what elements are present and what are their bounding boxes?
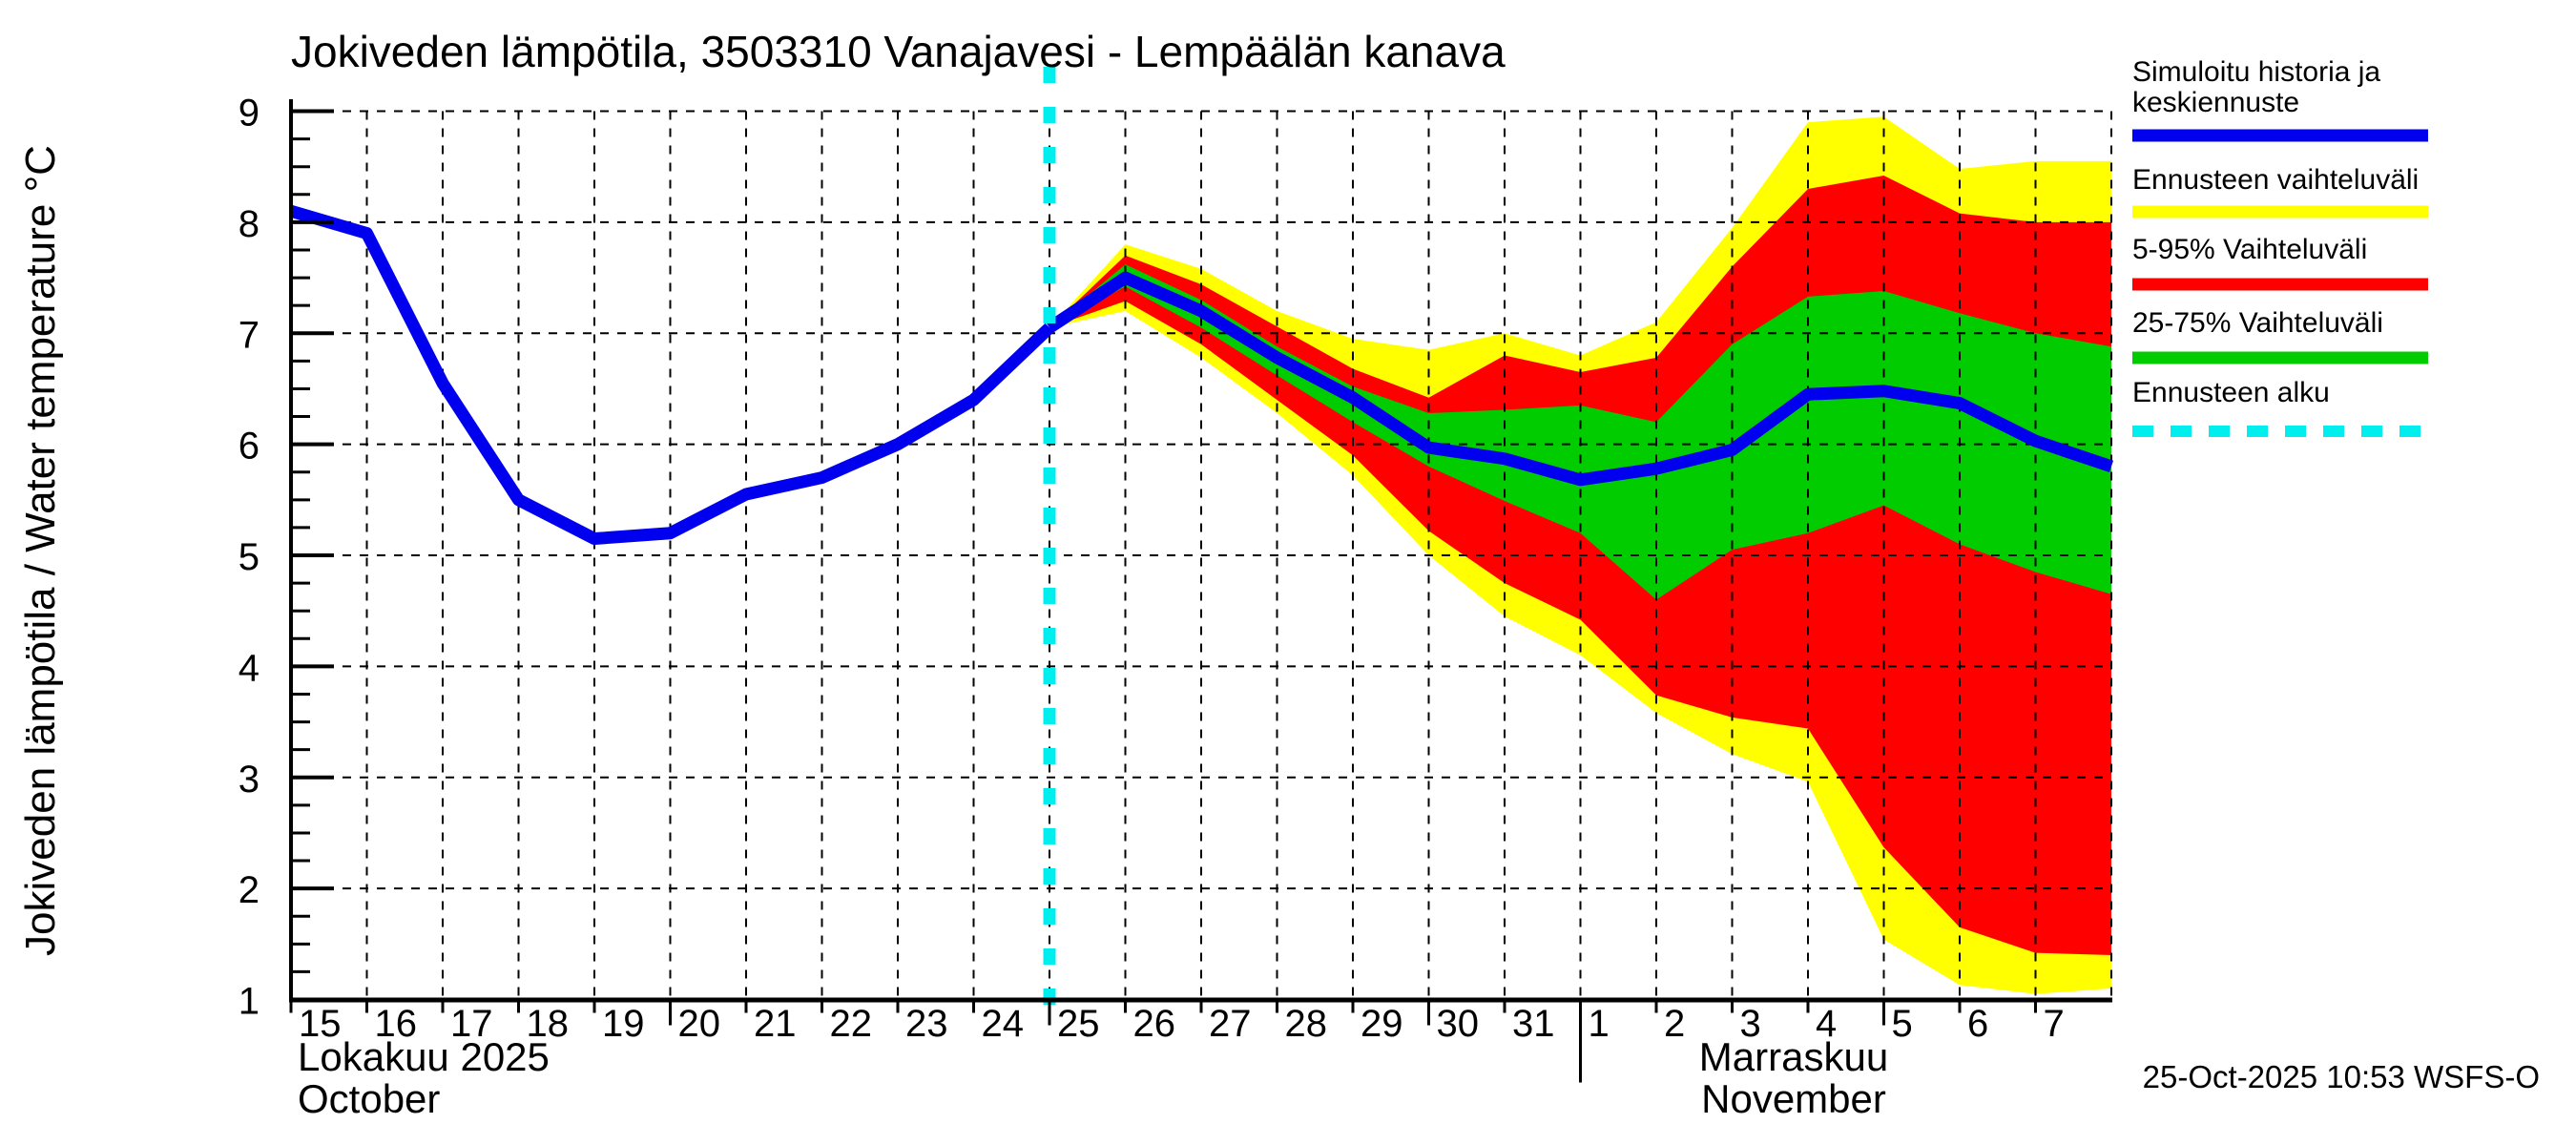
x-tick-label: 26 [1133,1003,1176,1045]
chart-title: Jokiveden lämpötila, 3503310 Vanajavesi … [291,27,1506,76]
y-tick-label: 3 [239,759,260,801]
history-line [289,204,1054,546]
x-tick-label: 28 [1285,1003,1328,1045]
month-label-november-en: November [1701,1076,1886,1121]
x-tick-label: 30 [1437,1003,1480,1045]
x-tick-label: 17 [450,1003,493,1045]
x-tick-label: 18 [527,1003,570,1045]
legend-label-25-75: 25-75% Vaihteluväli [2132,307,2383,339]
x-tick-label: 29 [1361,1003,1403,1045]
legend-label-history-line2: keskiennuste [2132,87,2299,118]
y-tick-label: 6 [239,426,260,468]
y-axis-title: Jokiveden lämpötila / Water temperature … [17,145,64,956]
x-tick-label: 16 [375,1003,418,1045]
legend-label-history-line1: Simuloitu historia ja [2132,56,2380,88]
legend: Simuloitu historia ja keskiennuste Ennus… [2132,56,2428,437]
month-label-october-en: October [298,1076,440,1121]
legend-label-5-95: 5-95% Vaihteluväli [2132,234,2367,265]
x-tick-label: 20 [678,1003,721,1045]
x-tick-label: 2 [1664,1003,1685,1045]
data-lines [289,67,2114,1010]
x-tick-label: 19 [602,1003,645,1045]
x-tick-label: 1 [1589,1003,1610,1045]
x-tick-label: 3 [1740,1003,1761,1045]
x-tick-label: 25 [1057,1003,1100,1045]
x-tick-label: 24 [982,1003,1025,1045]
y-tick-label: 1 [239,981,260,1023]
y-tick-label: 7 [239,314,260,356]
y-tick-label: 9 [239,93,260,135]
x-tick-label: 23 [905,1003,948,1045]
month-label-october-fi: Lokakuu 2025 [298,1034,550,1079]
y-tick-label: 4 [239,647,260,689]
x-tick-label: 22 [830,1003,873,1045]
x-tick-label: 5 [1892,1003,1913,1045]
band-25-75-percent [1049,264,2111,600]
x-tick-label: 7 [2044,1003,2065,1045]
legend-label-forecast-range: Ennusteen vaihteluväli [2132,164,2419,196]
timestamp-label: 25-Oct-2025 10:53 WSFS-O [2143,1059,2540,1094]
y-tick-label: 8 [239,203,260,245]
gridlines [291,110,2112,1000]
x-tick-label: 31 [1512,1003,1555,1045]
y-tick-label: 2 [239,869,260,911]
y-tick-label: 5 [239,536,260,578]
x-tick-label: 15 [299,1003,342,1045]
legend-label-forecast-start: Ennusteen alku [2132,377,2330,408]
forecast-median-line [1046,271,2114,487]
month-label-november-fi: Marraskuu [1699,1034,1888,1079]
x-tick-label: 21 [754,1003,797,1045]
x-tick-label: 27 [1209,1003,1252,1045]
x-tick-label: 6 [1967,1003,1988,1045]
x-tick-label: 4 [1816,1003,1837,1045]
